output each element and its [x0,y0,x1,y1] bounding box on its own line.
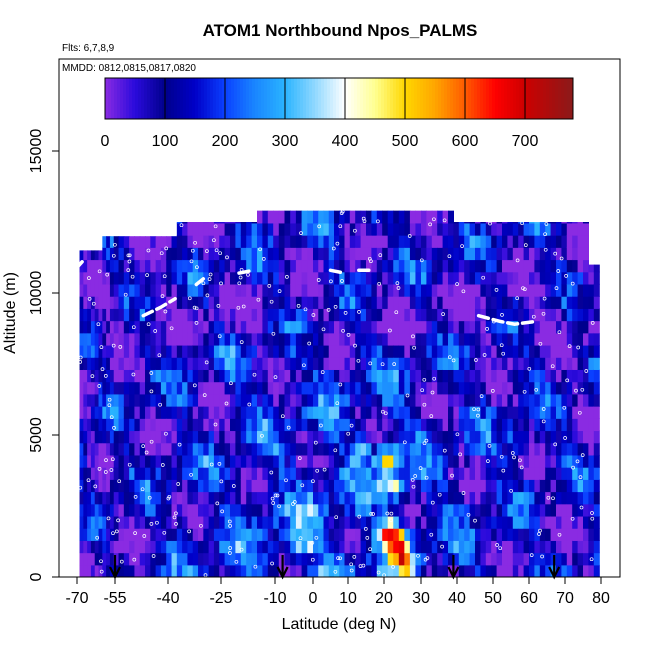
colorbar-tick-label: 600 [452,133,479,150]
colorbar-tick-label: 0 [101,133,110,150]
x-tick-label: 70 [556,590,574,607]
profile-marker-arrow [447,555,460,580]
heatmap-cells [79,210,600,577]
x-tick-label: 40 [448,590,466,607]
x-tick-label: 30 [412,590,430,607]
y-axis: 0 5000 10000 15000 [28,129,59,581]
flights-note: Flts: 6,7,8,9 [62,43,115,54]
x-tick-label: 10 [339,590,357,607]
profile-markers [109,555,561,580]
x-axis: -70 -55 -40 -25 -10 0 10 20 30 40 50 60 70 80 [65,577,610,607]
x-tick-label: -40 [156,590,179,607]
plot-frame [58,58,621,578]
y-tick-label: 0 [28,572,45,581]
colorbar-tick-label: 700 [512,133,539,150]
x-tick-label: -70 [65,590,88,607]
colorbar: 0 100 200 300 400 500 600 700 [101,77,574,150]
colorbar-tick-label: 500 [392,133,419,150]
y-tick-label: 15000 [28,129,45,174]
x-axis-label: Latitude (deg N) [282,616,397,633]
x-tick-label: 20 [375,590,393,607]
profile-marker-arrow [276,555,289,580]
x-tick-label: 80 [592,590,610,607]
x-tick-label: 60 [520,590,538,607]
x-tick-label: -25 [209,590,232,607]
dates-note: MMDD: 0812,0815,0817,0820 [62,63,196,74]
tropopause-lines [75,260,538,326]
colorbar-tick-label: 300 [272,133,299,150]
colorbar-tick-label: 100 [152,133,179,150]
chart-title: ATOM1 Northbound Npos_PALMS [203,21,478,40]
profile-marker-arrow [548,555,561,580]
y-axis-label: Altitude (m) [2,272,19,354]
profile-marker-arrow [109,555,121,580]
y-tick-label: 10000 [28,271,45,316]
sample-points [78,209,595,577]
colorbar-tick-label: 400 [332,133,359,150]
x-tick-label: -55 [103,590,126,607]
x-tick-label: -10 [263,590,286,607]
x-tick-label: 50 [484,590,502,607]
y-tick-label: 5000 [28,417,45,453]
x-tick-label: 0 [309,590,318,607]
colorbar-tick-label: 200 [212,133,239,150]
